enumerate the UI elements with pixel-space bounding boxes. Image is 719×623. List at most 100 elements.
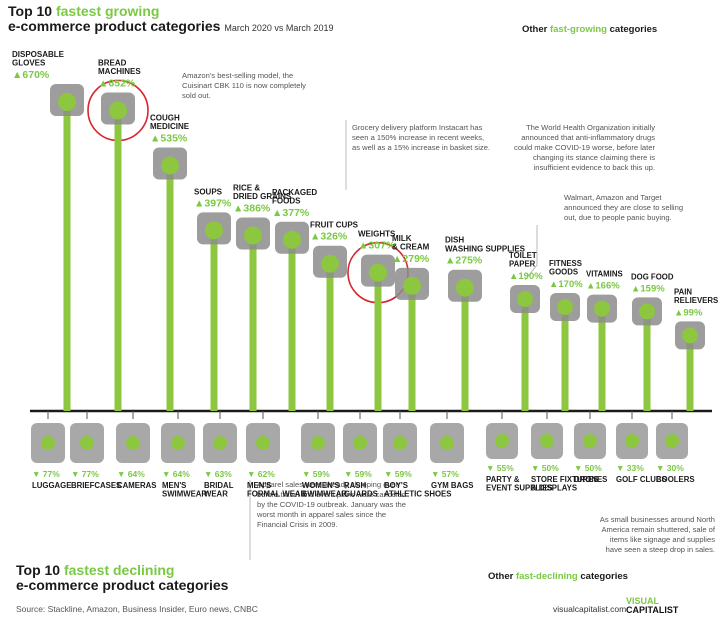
value-drones: ▼ 50%	[574, 463, 602, 473]
label-gym-bags: GYM BAGS	[431, 481, 473, 490]
stem-rice-dried-grains	[249, 229, 257, 411]
value-toilet-paper: ▲190%	[509, 271, 543, 282]
stem-packaged-foods	[288, 233, 296, 411]
item-labels: DISPOSABLE GLOVES▲670% BREAD MACHINES▲652% C…	[12, 50, 718, 498]
label-rice-dried-grains: RICE & DRIED GRAINS	[233, 184, 292, 202]
value-vitamins: ▲166%	[586, 281, 620, 292]
source-note: Source: Stackline, Amazon, Business Insi…	[16, 604, 258, 614]
dish-soap-icon	[448, 269, 482, 302]
value-women-s-swimwear: ▼ 59%	[302, 469, 330, 479]
swimsuit-icon	[301, 423, 335, 463]
value-rash-guards: ▼ 59%	[344, 469, 372, 479]
stem-disposable-gloves	[63, 96, 71, 411]
value-dish-washing-supplies: ▲275%	[445, 255, 483, 267]
shoe-icon	[383, 423, 417, 463]
label-dog-food: DOG FOOD	[631, 272, 674, 281]
value-men-s-swimwear: ▼ 64%	[162, 469, 190, 479]
briefcase-icon	[70, 423, 104, 463]
label-men-s-swimwear: MEN'S SWIMWEAR	[162, 481, 207, 498]
label-dish-washing-supplies: DISH WASHING SUPPLIES	[445, 236, 526, 254]
label-party-event-supplies: PARTY & EVENT SUPPLIES	[486, 475, 553, 492]
bridal-dress-icon	[203, 423, 237, 463]
other-declining-heading: Other fast-declining categories	[488, 571, 628, 582]
value-fruit-cups: ▲326%	[310, 231, 348, 243]
note-who: The World Health Organization initially …	[514, 123, 655, 172]
bar-stems	[47, 96, 694, 419]
golf-clubs-icon	[616, 423, 648, 459]
label-weights: WEIGHTS	[358, 230, 396, 239]
pain-reliever-icon	[675, 321, 705, 350]
value-luggage: ▼ 77%	[32, 469, 60, 479]
stem-fitness-goods	[561, 303, 569, 411]
fruit-cup-icon	[313, 245, 347, 278]
value-gym-bags: ▼ 57%	[431, 469, 459, 479]
value-rice-dried-grains: ▲386%	[233, 203, 271, 215]
brand-url: visualcapitalist.com	[553, 604, 627, 614]
toilet-paper-icon	[510, 285, 540, 313]
stem-bread-machines	[114, 104, 122, 412]
note-instacart: Grocery delivery platform Instacart has …	[352, 123, 491, 152]
stem-soups	[210, 224, 218, 411]
value-bread-machines: ▲652%	[98, 77, 136, 89]
packaged-food-icon	[275, 221, 309, 254]
label-drones: DRONES	[574, 475, 607, 484]
stem-toilet-paper	[521, 295, 529, 411]
stem-dog-food	[643, 307, 651, 411]
value-party-event-supplies: ▼ 55%	[486, 463, 514, 473]
label-briefcases: BRIEFCASES	[71, 481, 121, 490]
stem-fruit-cups	[326, 257, 334, 411]
value-milk-cream: ▲279%	[392, 253, 430, 265]
label-cameras: CAMERAS	[117, 481, 156, 490]
drone-icon	[574, 423, 606, 459]
value-packaged-foods: ▲377%	[272, 207, 310, 219]
note-small-business: As small businesses around North America…	[599, 515, 715, 554]
label-coolers: COOLERS	[656, 475, 695, 484]
item-icons	[31, 84, 705, 463]
value-cameras: ▼ 64%	[117, 469, 145, 479]
chart-title-declining: Top 10 fastest declining e-commerce prod…	[16, 562, 229, 593]
value-golf-clubs: ▼ 33%	[616, 463, 644, 473]
label-golf-clubs: GOLF CLUBS	[616, 475, 667, 484]
value-dog-food: ▲159%	[631, 283, 665, 294]
label-bread-machines: BREAD MACHINES	[98, 58, 141, 76]
value-coolers: ▼ 30%	[656, 463, 684, 473]
label-bridal-wear: BRIDAL WEAR	[204, 481, 234, 498]
other-growing-heading: Other fast-growing categories	[522, 24, 658, 35]
glove-icon	[50, 84, 84, 116]
party-icon	[486, 423, 518, 459]
dog-food-icon	[632, 297, 662, 326]
label-cough-medicine: COUGH MEDICINE	[150, 113, 190, 131]
label-milk-cream: MILK & CREAM	[392, 234, 430, 252]
fitness-goods-icon	[550, 293, 580, 321]
note-bread-machines: Amazon's best-selling model, the Cuisina…	[182, 71, 306, 100]
note-apparel: Apparel sales were already slumping even…	[257, 480, 407, 529]
stem-weights	[374, 266, 382, 411]
bread-machine-icon	[101, 92, 135, 125]
soup-can-icon	[197, 212, 231, 245]
rice-bag-icon	[236, 217, 270, 250]
value-store-fixtures-displays: ▼ 50%	[531, 463, 559, 473]
label-women-s-swimwear: WOMEN'S SWIMWEAR	[302, 481, 347, 498]
gym-bag-icon	[430, 423, 464, 463]
luggage-icon	[31, 423, 65, 463]
camera-icon	[116, 423, 150, 463]
visual-capitalist-logo: VISUAL CAPITALIST	[626, 596, 679, 615]
label-fitness-goods: FITNESS GOODS	[549, 259, 582, 276]
cooler-icon	[656, 423, 688, 459]
label-luggage: LUGGAGE	[32, 481, 71, 490]
date-range: March 2020 vs March 2019	[224, 23, 334, 33]
stem-milk-cream	[408, 279, 416, 411]
value-weights: ▲307%	[358, 240, 396, 252]
label-fruit-cups: FRUIT CUPS	[310, 221, 359, 230]
value-disposable-gloves: ▲670%	[12, 69, 50, 81]
label-pain-relievers: PAIN RELIEVERS	[674, 287, 718, 304]
value-men-s-formal-wear: ▼ 62%	[247, 469, 275, 479]
value-pain-relievers: ▲99%	[674, 307, 703, 318]
label-toilet-paper: TOILET PAPER	[509, 251, 537, 268]
value-bridal-wear: ▼ 63%	[204, 469, 232, 479]
label-boy-s-athletic-shoes: BOY'S ATHLETIC SHOES	[384, 481, 451, 498]
vitamins-icon	[587, 294, 617, 323]
weight-icon	[361, 254, 395, 287]
label-soups: SOUPS	[194, 187, 223, 196]
